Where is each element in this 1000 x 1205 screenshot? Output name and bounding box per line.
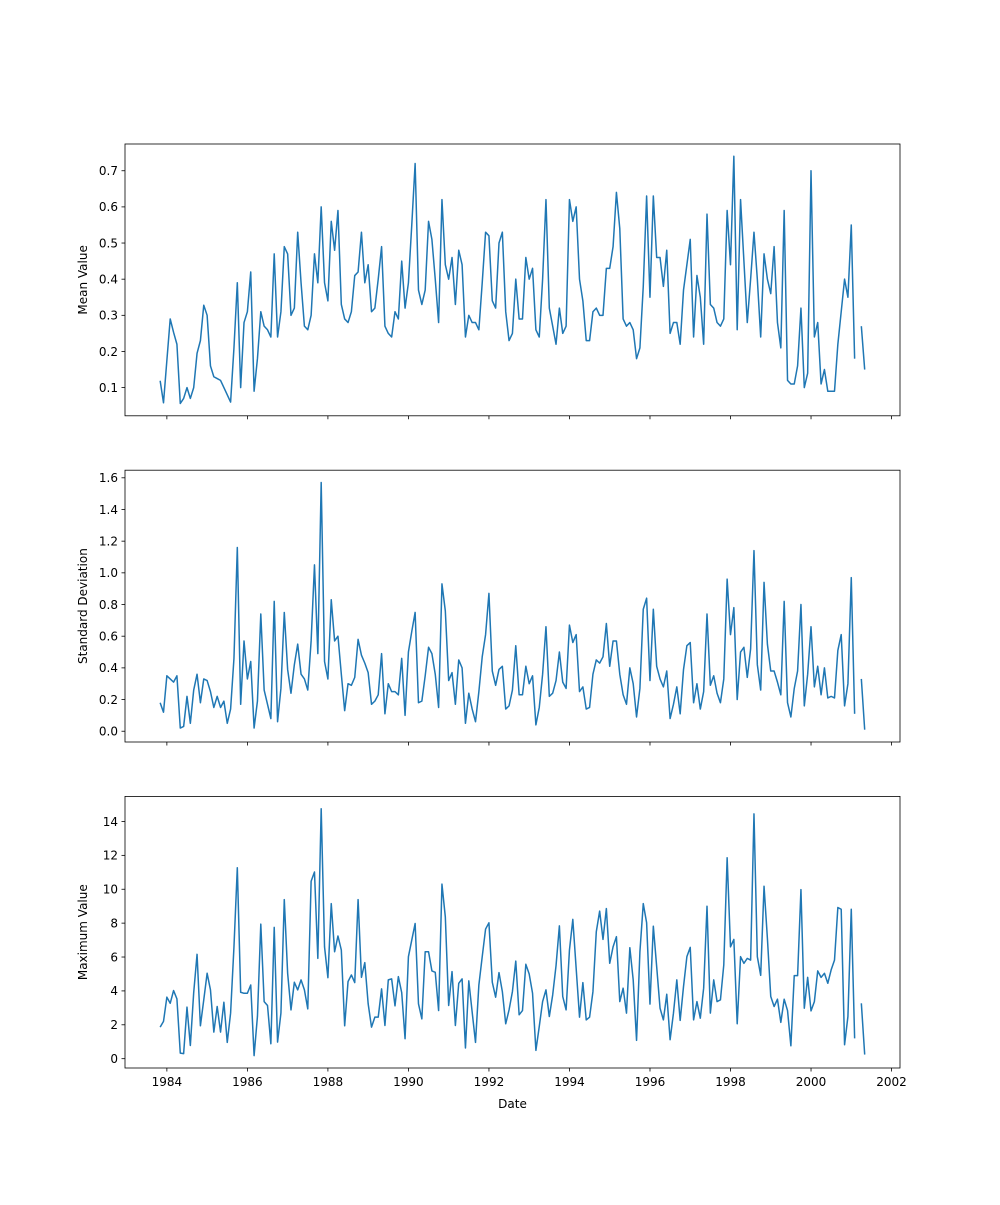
y-tick-label: 0.2 bbox=[99, 693, 118, 707]
y-tick-label: 1.2 bbox=[99, 534, 118, 548]
y-tick-label: 1.0 bbox=[99, 566, 118, 580]
y-tick-label: 0.2 bbox=[99, 345, 118, 359]
x-tick-label: 1984 bbox=[152, 1075, 183, 1089]
series-line bbox=[159, 155, 866, 405]
y-tick-label: 0.6 bbox=[99, 629, 118, 643]
x-tick-label: 2002 bbox=[876, 1075, 907, 1089]
y-tick-label: 0.5 bbox=[99, 236, 118, 250]
y-tick-label: 2 bbox=[110, 1018, 118, 1032]
x-tick-label: 1986 bbox=[232, 1075, 263, 1089]
y-tick-label: 10 bbox=[103, 883, 118, 897]
series-line bbox=[159, 808, 866, 1057]
subplot-3: 0 2 4 6 8 10 12 14 1984 1986 1988 1990 1992 1994 1996 1… bbox=[76, 796, 907, 1089]
y-tick-label: 0 bbox=[110, 1052, 118, 1066]
y-tick-label: 6 bbox=[110, 950, 118, 964]
x-tick-label: 1990 bbox=[393, 1075, 424, 1089]
y-tick-label: 0.8 bbox=[99, 598, 118, 612]
y-axis-label: Mean Value bbox=[76, 245, 90, 314]
y-tick-label: 4 bbox=[110, 984, 118, 998]
y-tick-label: 1.4 bbox=[99, 503, 118, 517]
x-tick-label: 1996 bbox=[635, 1075, 666, 1089]
y-tick-label: 0.7 bbox=[99, 164, 118, 178]
y-tick-label: 0.3 bbox=[99, 309, 118, 323]
series-line bbox=[159, 481, 866, 730]
x-tick-label: 1988 bbox=[313, 1075, 344, 1089]
x-tick-label: 1992 bbox=[474, 1075, 505, 1089]
y-tick-label: 0.4 bbox=[99, 272, 118, 286]
x-tick-label: 1998 bbox=[715, 1075, 746, 1089]
subplot-2: 0.0 0.2 0.4 0.6 0.8 1.0 1.2 1.4 1.6 Standard Devi… bbox=[76, 469, 901, 746]
y-tick-label: 12 bbox=[103, 849, 118, 863]
axes-frame bbox=[124, 796, 901, 1069]
y-tick-label: 1.6 bbox=[99, 471, 118, 485]
y-axis-label: Standard Deviation bbox=[76, 548, 90, 664]
x-tick-label: 1994 bbox=[554, 1075, 585, 1089]
y-tick-label: 8 bbox=[110, 916, 118, 930]
y-tick-label: 0.6 bbox=[99, 200, 118, 214]
subplot-1: 0.1 0.2 0.3 0.4 0.5 0.6 0.7 Mean Value bbox=[76, 143, 901, 420]
y-tick-label: 0.1 bbox=[99, 381, 118, 395]
x-tick-label: 2000 bbox=[796, 1075, 827, 1089]
x-axis-label: Date bbox=[498, 1097, 527, 1111]
y-tick-label: 14 bbox=[103, 815, 118, 829]
axes-frame bbox=[124, 143, 901, 417]
y-axis-label: Maximum Value bbox=[76, 884, 90, 980]
axes-frame bbox=[124, 469, 901, 743]
y-tick-label: 0.4 bbox=[99, 661, 118, 675]
y-tick-label: 0.0 bbox=[99, 725, 118, 739]
